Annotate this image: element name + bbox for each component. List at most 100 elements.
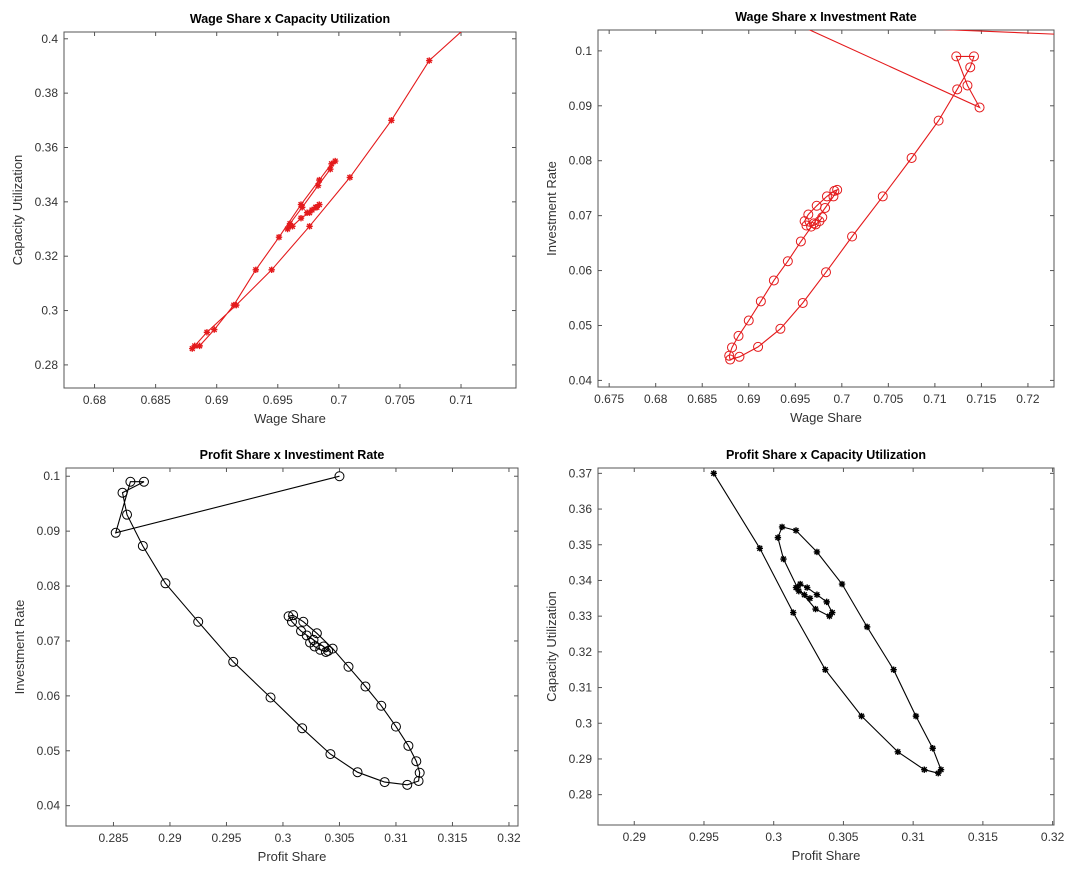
data-layer [189,22,471,352]
x-tick-label: 0.31 [901,830,925,844]
plot-area [63,31,517,389]
x-tick-label: 0.305 [324,831,354,845]
chart-panel-1: 0.68 0.685 0.69 0.695 0.7 0.705 0.71 0.28 0.3 0.3… [10,12,517,426]
y-tick-label: 0.3 [575,716,592,730]
data-point [768,275,779,286]
data-point [287,616,297,627]
data-point [390,721,401,732]
chart-panel-4: 0.29 0.295 0.3 0.305 0.31 0.315 0.32 0.28 0.29 0.… [544,448,1065,863]
data-point [725,354,736,365]
data-point [933,115,944,126]
data-point [268,266,275,273]
data-point [122,509,133,520]
data-point [782,256,793,267]
y-tick-label: 0.38 [35,86,59,100]
data-point [203,329,211,336]
data-point [965,62,976,73]
x-tick-label: 0.685 [141,393,171,407]
x-tick-label: 0.295 [689,830,719,844]
data-point [799,216,810,227]
data-point [286,220,294,227]
data-point [795,587,803,595]
y-tick-label: 0.04 [37,799,61,813]
data-point [376,700,387,711]
data-point [327,166,334,173]
data-point [352,767,363,778]
y-tick-label: 0.35 [569,538,593,552]
data-point [193,616,204,627]
y-tick-label: 0.05 [569,318,593,332]
data-point [821,267,831,278]
y-tick-label: 0.1 [575,44,592,58]
y-tick-label: 0.34 [35,195,59,209]
data-point [1056,30,1065,39]
x-tick-label: 0.32 [1041,830,1065,844]
data-point [301,630,312,641]
data-layer [724,30,1065,365]
data-point [230,301,238,309]
data-point [414,767,425,778]
y-tick-label: 0.05 [37,744,61,758]
y-tick-label: 0.09 [37,524,61,538]
data-point [801,591,808,598]
data-point [117,487,128,498]
data-point [797,297,808,308]
x-tick-label: 0.7 [833,392,850,406]
data-point [411,756,422,767]
data-point [806,221,817,232]
data-point [316,201,323,208]
y-tick-label: 0.04 [569,373,593,387]
data-point [137,540,148,551]
data-point [812,605,819,613]
x-tick-label: 0.68 [83,393,107,407]
data-point [778,523,786,531]
y-tick-label: 0.06 [37,689,61,703]
data-point [829,185,840,196]
x-tick-label: 0.68 [644,392,668,406]
data-point [756,545,763,552]
y-tick-label: 0.07 [37,634,61,648]
plot-area [597,467,1055,826]
y-axis-label: Investment Rate [12,600,27,695]
data-point [297,214,305,222]
data-point [890,666,897,673]
data-point [935,770,942,777]
data-point [284,225,291,233]
data-point [775,323,786,334]
data-point [465,22,471,28]
data-point [808,218,819,229]
chart-panel-3: 0.285 0.29 0.295 0.3 0.305 0.31 0.315 0.32 0.04 0… [12,448,521,864]
data-point [297,201,305,208]
series-line [114,475,421,786]
data-point [847,231,858,242]
series-line [728,30,1054,361]
data-point [211,326,218,333]
data-point [877,191,888,202]
x-tick-label: 0.315 [437,831,467,845]
x-tick-label: 0.315 [968,830,998,844]
data-point [327,643,338,654]
x-tick-label: 0.31 [384,831,408,845]
data-layer [710,470,945,777]
data-point [734,351,745,362]
chart-title: Wage Share x Investment Rate [735,10,917,24]
data-point [346,174,354,181]
data-point [733,330,744,341]
data-layer [110,471,425,790]
data-point [413,775,424,786]
data-point [823,598,830,606]
data-point [792,527,800,534]
data-point [303,209,311,216]
data-point [811,200,822,211]
data-point [316,176,323,184]
x-tick-label: 0.3 [275,831,292,845]
data-point [821,191,832,202]
data-point [795,236,806,247]
chart-title: Wage Share x Capacity Utilization [190,12,390,26]
data-point [858,712,865,720]
chart-title: Profit Share x Investiment Rate [200,448,385,462]
data-point [402,779,413,790]
data-point [929,745,936,752]
data-point [332,157,339,165]
data-point [838,580,846,588]
